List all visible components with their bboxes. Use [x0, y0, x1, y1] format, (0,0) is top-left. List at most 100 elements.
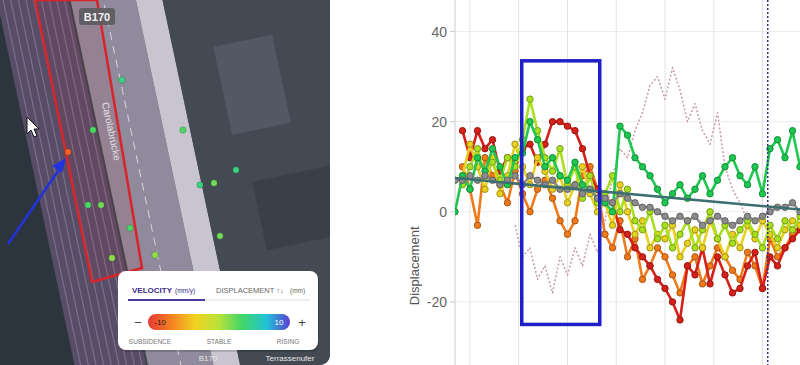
series-marker [647, 263, 653, 269]
series-marker [497, 164, 503, 170]
grid-line-x [762, 0, 763, 365]
series-marker [549, 195, 555, 201]
series-line [463, 122, 800, 320]
grid-line-y [455, 31, 800, 32]
series-marker [714, 213, 720, 219]
series-marker [489, 136, 495, 142]
series-marker [504, 200, 510, 206]
series-marker [714, 254, 720, 260]
scale-label: RISING [277, 338, 299, 345]
color-bar-max: 10 [275, 318, 284, 327]
series-marker [692, 213, 698, 219]
y-tick-label: -20 [427, 294, 447, 310]
series-marker [609, 245, 615, 251]
series-marker [684, 218, 690, 224]
legend-tab[interactable]: VELOCITY [132, 286, 173, 295]
series-marker [647, 173, 653, 179]
measurement-point[interactable] [180, 127, 186, 133]
measurement-point[interactable] [65, 149, 71, 155]
series-marker [564, 177, 570, 183]
series-marker [677, 254, 683, 260]
series-marker [684, 240, 690, 246]
pointer-arrow [8, 168, 60, 244]
series-marker [752, 164, 758, 170]
series-marker [527, 209, 533, 215]
series-marker [624, 209, 630, 215]
mouse-cursor [27, 117, 39, 137]
series-marker [504, 155, 510, 161]
series-marker [579, 191, 585, 197]
series-marker [692, 254, 698, 260]
series-marker [759, 213, 765, 219]
series-marker [707, 209, 713, 215]
series-marker [692, 245, 698, 251]
measurement-point[interactable] [90, 127, 96, 133]
series-marker [707, 218, 713, 224]
road-label: B170 [199, 354, 218, 363]
series-marker [534, 177, 540, 183]
scale-label: SUBSIDENCE [129, 338, 172, 345]
series-marker [497, 191, 503, 197]
series-marker [654, 186, 660, 192]
series-marker [744, 182, 750, 188]
measurement-point[interactable] [109, 255, 115, 261]
measurement-point[interactable] [127, 225, 133, 231]
zoom-in-button[interactable]: + [298, 315, 306, 330]
chart: -2002040Displacement [407, 0, 800, 365]
roof [213, 35, 290, 136]
measurement-point[interactable] [85, 202, 91, 208]
measurement-point[interactable] [119, 77, 125, 83]
series-marker [617, 182, 623, 188]
series-marker [669, 299, 675, 305]
street-label: Terrassenufer [266, 354, 315, 363]
grid-line-y [455, 301, 800, 302]
series-marker [557, 173, 563, 179]
measurement-point[interactable] [233, 167, 239, 173]
series-marker [572, 218, 578, 224]
series-marker [549, 168, 555, 174]
highlight-box [522, 61, 600, 325]
series-marker [797, 164, 800, 170]
series-marker [639, 227, 645, 233]
series-marker [752, 231, 758, 237]
series-marker [459, 127, 465, 133]
series-marker [609, 200, 615, 206]
series-line [463, 99, 800, 248]
series-marker [617, 227, 623, 233]
measurement-point[interactable] [98, 202, 104, 208]
series-marker [684, 263, 690, 269]
bridge-label: Carolabrücke [100, 101, 123, 162]
legend-tab[interactable]: DISPLACEMENT ↑↓ [216, 286, 284, 295]
measurement-point[interactable] [197, 182, 203, 188]
series-marker [542, 164, 548, 170]
series-marker [602, 195, 608, 201]
series-marker [467, 141, 473, 147]
measurement-point[interactable] [211, 180, 217, 186]
series-marker [624, 195, 630, 201]
legend-panel [118, 271, 318, 350]
series-marker [714, 177, 720, 183]
series-marker [609, 222, 615, 228]
measurement-point[interactable] [152, 252, 158, 258]
tab-underline [128, 299, 205, 301]
series-marker [602, 231, 608, 237]
series-marker [512, 141, 518, 147]
series-marker [474, 222, 480, 228]
reference-line [767, 0, 769, 365]
grid-line-x [665, 0, 666, 365]
legend-tab-unit[interactable]: (mm) [290, 287, 305, 295]
series-line [455, 178, 800, 210]
series-marker [482, 155, 488, 161]
series-marker [669, 218, 675, 224]
zoom-out-button[interactable]: − [134, 315, 142, 330]
series-marker [669, 191, 675, 197]
legend-tab-unit[interactable]: (mm/y) [175, 287, 195, 295]
series-marker [455, 209, 458, 215]
series-marker [632, 245, 638, 251]
series-marker [669, 272, 675, 278]
series-marker [782, 155, 788, 161]
series-marker [572, 182, 578, 188]
series-marker [467, 164, 473, 170]
series-marker [504, 155, 510, 161]
measurement-point[interactable] [217, 233, 223, 239]
